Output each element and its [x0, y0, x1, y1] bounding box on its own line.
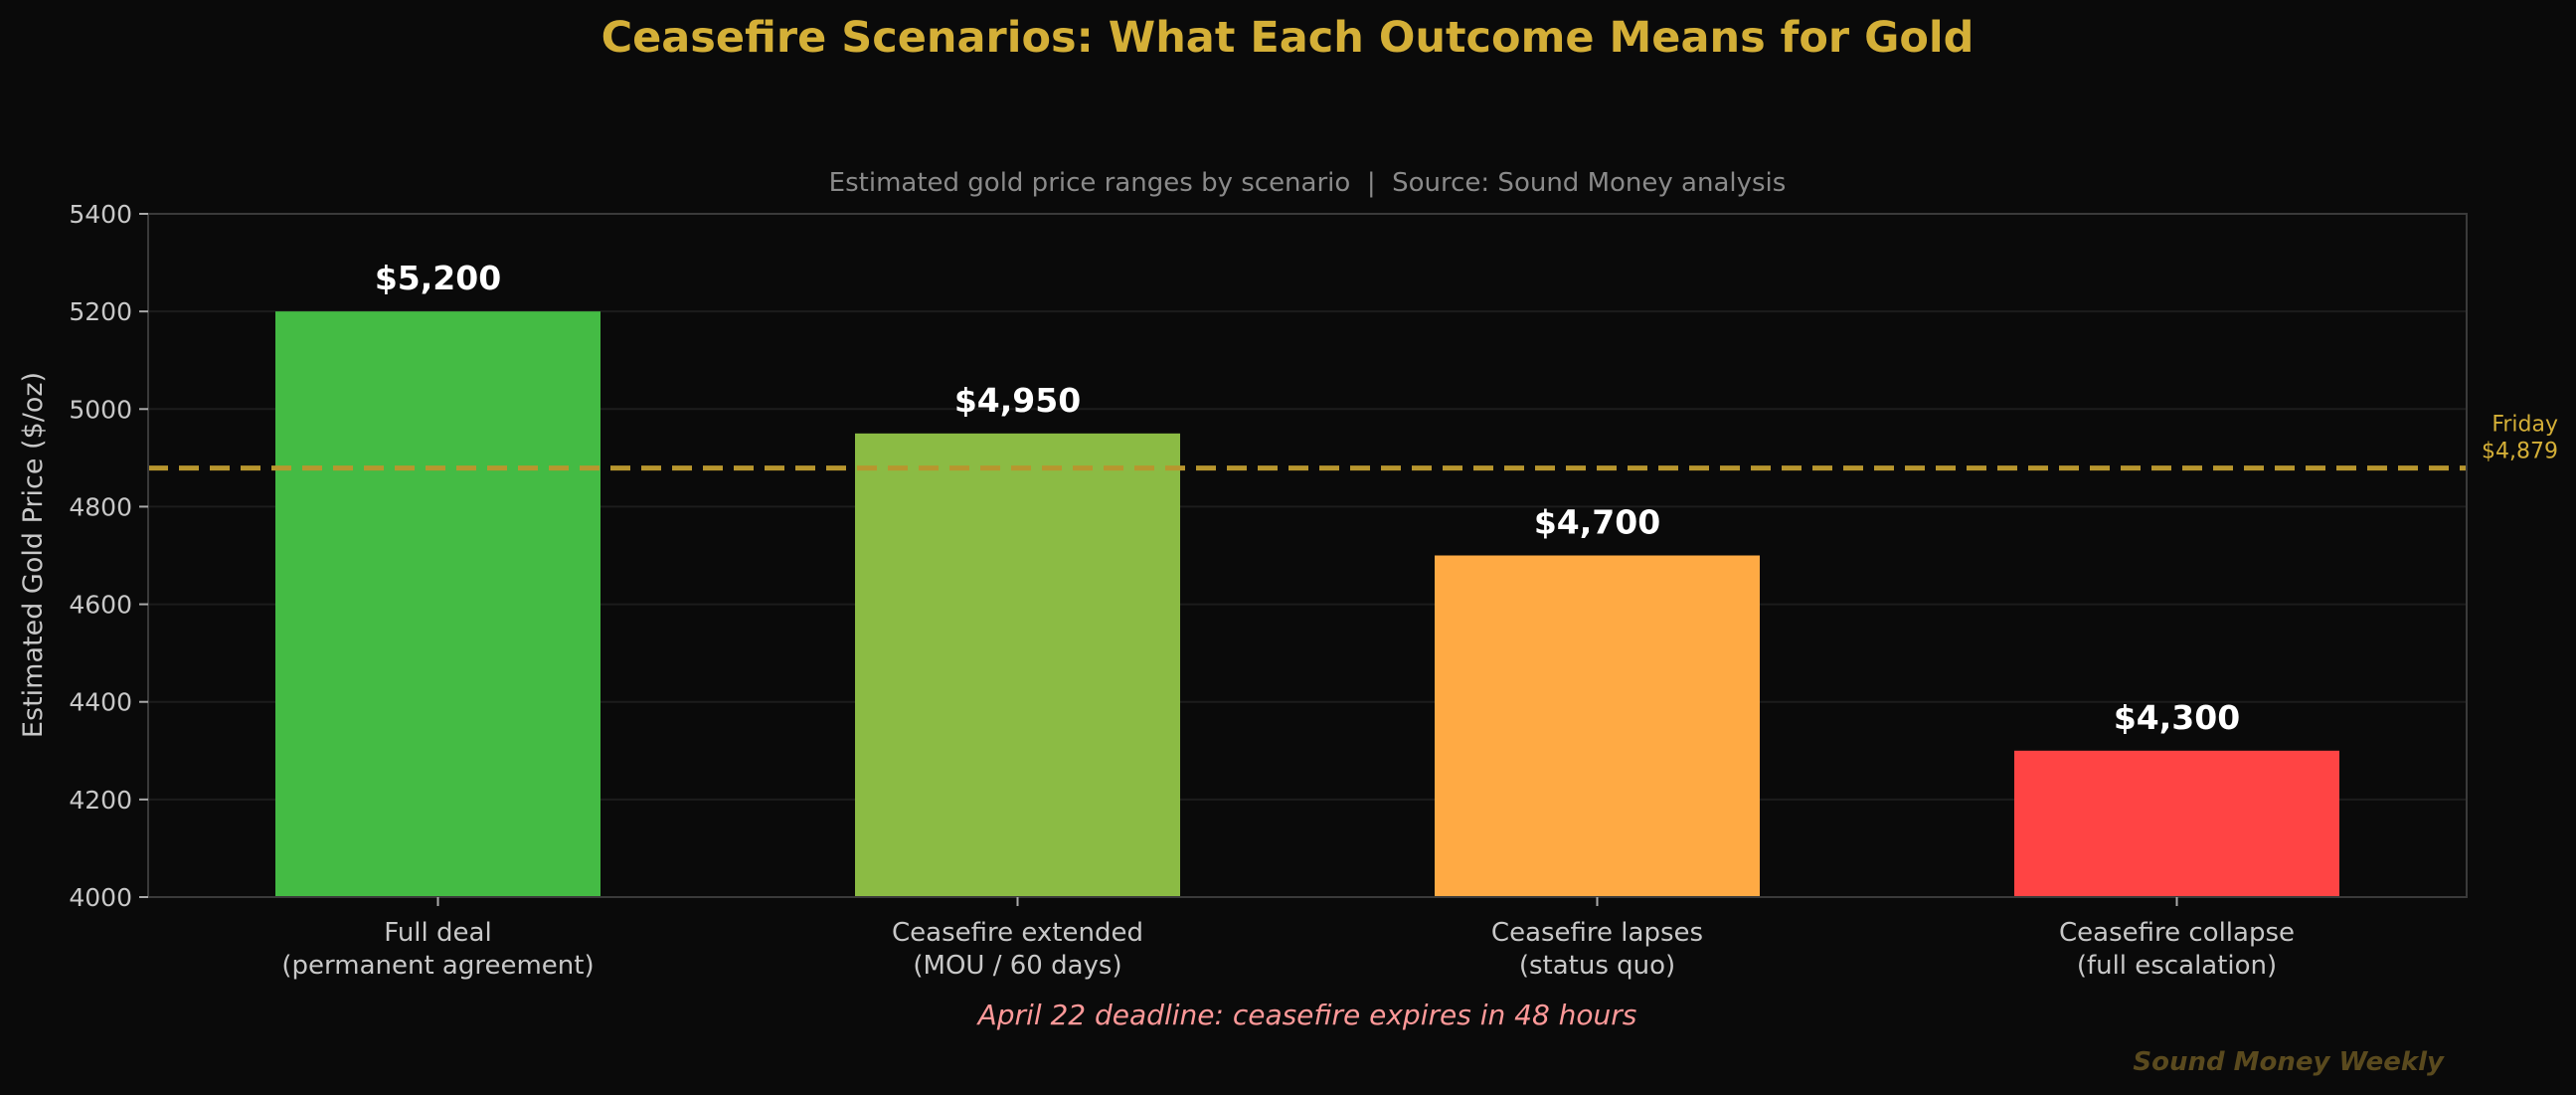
y-axis-label: Estimated Gold Price ($/oz)	[18, 372, 49, 738]
watermark: Sound Money Weekly	[2133, 1047, 2445, 1077]
bar	[2014, 750, 2339, 897]
x-tick-label: (full escalation)	[2077, 951, 2277, 981]
y-tick-label: 4400	[69, 688, 132, 717]
y-tick-label: 4600	[69, 591, 132, 620]
bar-value-label: $4,700	[1534, 503, 1660, 542]
y-tick-label: 5400	[69, 200, 132, 229]
reference-line-label: $4,879	[2482, 440, 2558, 464]
bar	[275, 311, 601, 898]
chart-title: Ceasefire Scenarios: What Each Outcome M…	[601, 13, 1975, 63]
x-tick-label: (status quo)	[1519, 951, 1675, 981]
x-tick-label: Ceasefire lapses	[1491, 918, 1703, 948]
deadline-annotation: April 22 deadline: ceasefire expires in …	[976, 999, 1637, 1031]
plot-frame	[147, 213, 2468, 898]
x-tick-label: (MOU / 60 days)	[913, 951, 1121, 981]
bar	[855, 433, 1180, 897]
reference-line-label: Friday	[2491, 413, 2558, 438]
y-tick-label: 5000	[69, 395, 132, 424]
x-tick-label: Ceasefire extended	[892, 918, 1143, 948]
x-tick-label: Ceasefire collapse	[2059, 918, 2295, 948]
y-tick-label: 4800	[69, 492, 132, 521]
y-tick-label: 4200	[69, 786, 132, 815]
bar-value-label: $5,200	[375, 259, 501, 297]
bar-value-label: $4,950	[954, 381, 1081, 420]
bar-value-label: $4,300	[2114, 698, 2240, 737]
y-tick-label: 4000	[69, 883, 132, 912]
chart-subtitle: Estimated gold price ranges by scenario …	[829, 168, 1787, 198]
x-tick-label: Full deal	[384, 918, 491, 948]
x-tick-label: (permanent agreement)	[281, 951, 594, 981]
bar	[1435, 555, 1760, 897]
y-tick-label: 5200	[69, 297, 132, 326]
